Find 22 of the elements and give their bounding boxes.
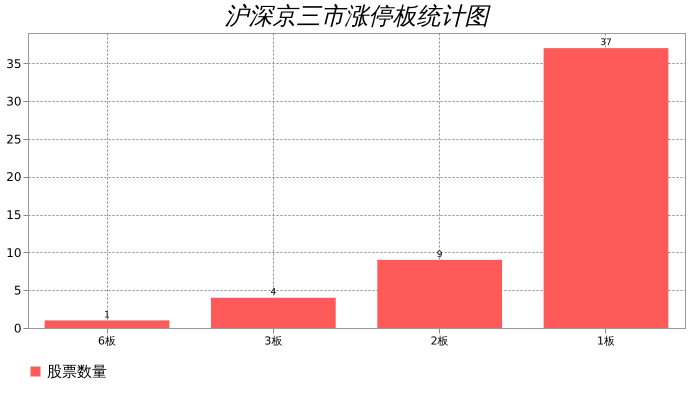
y-tick-label: 30 (6, 94, 22, 109)
y-tick-label: 35 (6, 56, 22, 71)
x-tick-label: 3板 (264, 334, 282, 348)
y-tick-label: 25 (6, 132, 22, 146)
y-tick-label: 20 (6, 170, 22, 184)
data-label: 1 (104, 310, 110, 320)
data-label: 37 (600, 38, 612, 48)
bar (377, 260, 502, 328)
legend-label: 股票数量 (47, 362, 107, 380)
x-tick-label: 1板 (596, 334, 615, 348)
data-label: 4 (270, 288, 276, 298)
chart-title: 沪深京三市涨停板统计图 (224, 2, 492, 30)
y-tick-label: 15 (6, 208, 22, 222)
x-tick-label: 6板 (98, 334, 116, 348)
bar (210, 298, 336, 328)
bar (544, 48, 668, 328)
y-tick-label: 0 (14, 322, 22, 336)
y-tick-label: 10 (6, 246, 22, 260)
x-tick-label: 2板 (430, 334, 449, 348)
data-label: 9 (436, 250, 443, 260)
y-tick-label: 5 (14, 284, 22, 298)
bar (44, 320, 170, 328)
